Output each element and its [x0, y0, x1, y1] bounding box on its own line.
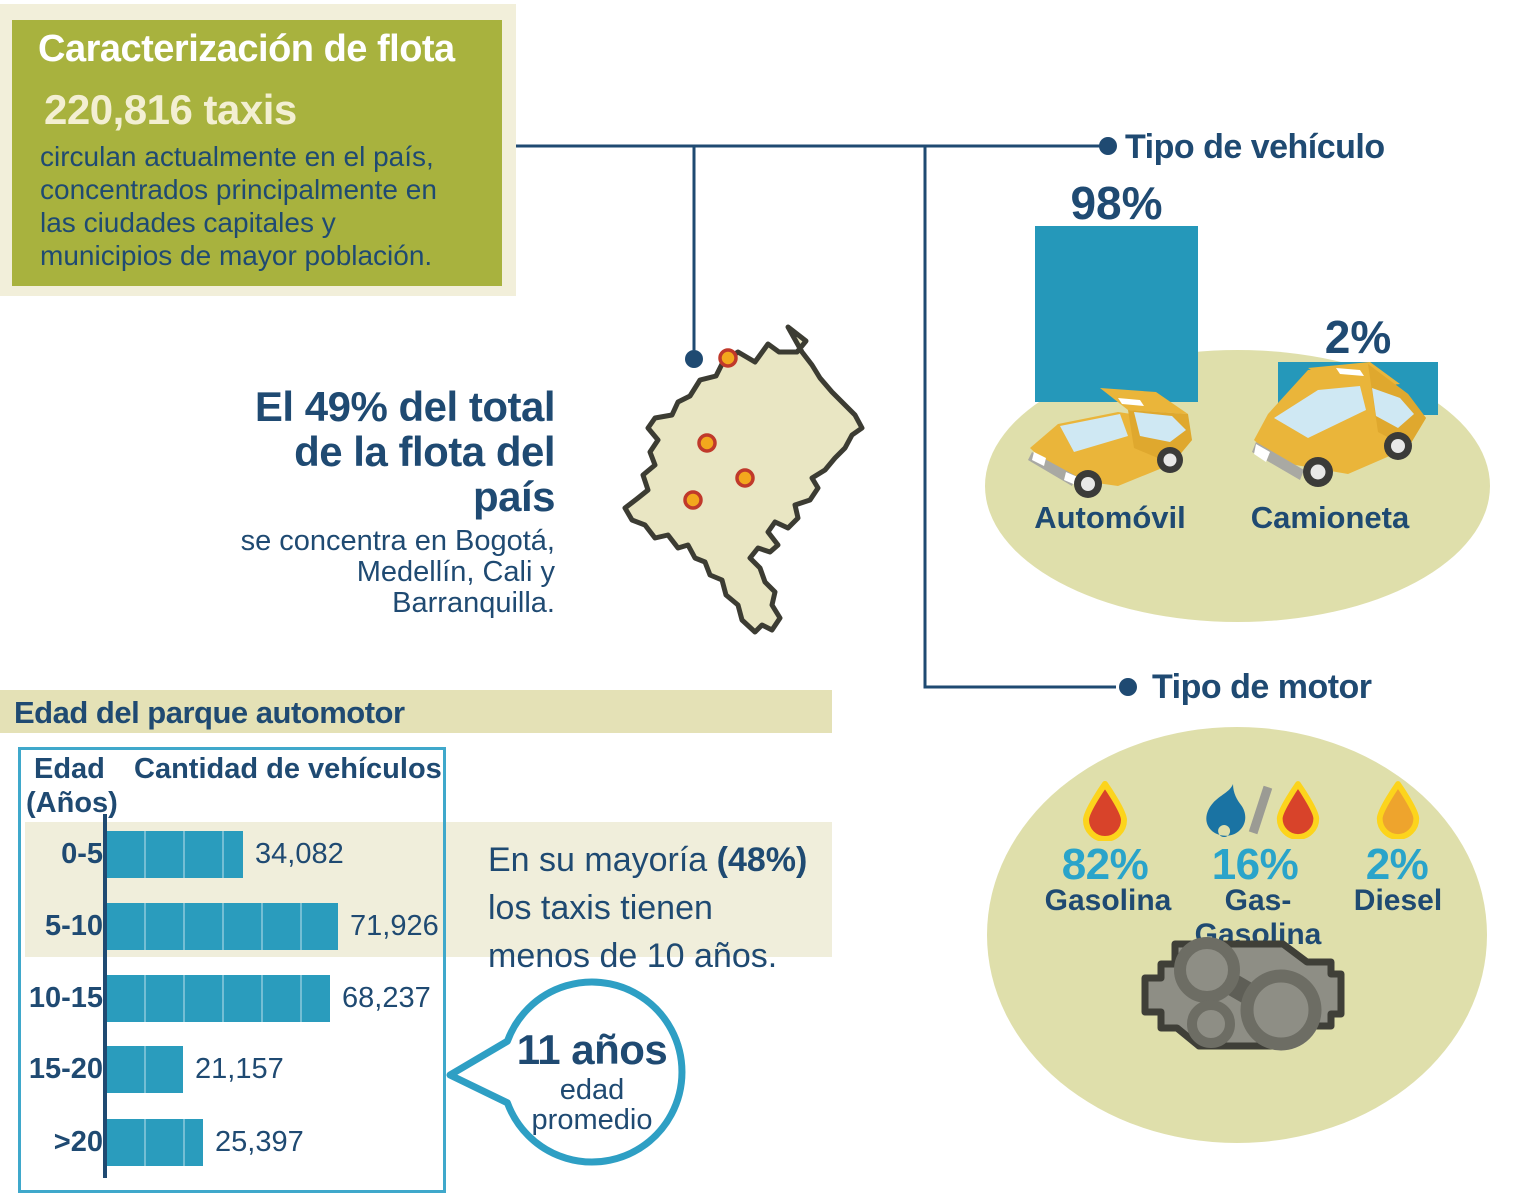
age-section-strip	[0, 690, 832, 733]
fleet-note-line-2: Medellín, Cali y Barranquilla.	[356, 556, 555, 619]
age-bar	[107, 1046, 183, 1093]
age-column-header-age: Edad	[34, 753, 105, 785]
gasolina-percentage: 82%	[1061, 840, 1149, 889]
section-title-vehicle-type: Tipo de vehículo	[1125, 128, 1385, 166]
city-dot-icon	[718, 348, 738, 368]
age-bar	[107, 975, 330, 1022]
age-range-label: 15-20	[28, 1053, 103, 1085]
age-range-label: 10-15	[28, 982, 103, 1014]
average-age-value: 11 años	[516, 1026, 668, 1073]
age-range-label: >20	[53, 1126, 103, 1158]
automovil-percentage: 98%	[1070, 177, 1163, 229]
fleet-note-headline-2: de la flota del país	[294, 428, 555, 520]
age-bar	[107, 831, 243, 878]
section-title-motor-type: Tipo de motor	[1152, 668, 1372, 706]
age-value-label: 68,237	[342, 982, 431, 1014]
age-chart-box	[18, 747, 446, 1193]
fleet-note-line-1: se concentra en Bogotá,	[240, 525, 555, 557]
fuel-drop-red-icon	[1083, 781, 1127, 841]
diesel-label: Diesel	[1353, 884, 1443, 917]
header-description: circulan actualmente en el país, concent…	[40, 141, 437, 271]
age-value-label: 71,926	[350, 910, 439, 942]
age-bar	[107, 1119, 203, 1166]
age-section-title: Edad del parque automotor	[14, 695, 405, 730]
camioneta-label: Camioneta	[1250, 500, 1410, 535]
taxi-suv-icon	[1252, 362, 1426, 487]
taxi-sedan-icon	[1028, 388, 1192, 498]
fuel-drop-red-icon	[1276, 781, 1320, 839]
diesel-percentage: 2%	[1365, 840, 1429, 889]
colombia-map	[622, 324, 865, 635]
vehicle-bar-automovil	[1035, 226, 1198, 402]
taxi-count-stat: 220,816 taxis	[44, 86, 297, 133]
city-dot-icon	[697, 433, 717, 453]
header-box	[12, 20, 502, 286]
page-title: Caracterización de flota	[38, 28, 455, 70]
age-value-label: 34,082	[255, 838, 344, 870]
age-value-label: 21,157	[195, 1053, 284, 1085]
bullet-map-icon	[685, 350, 703, 368]
bullet-vehicle-icon	[1099, 137, 1117, 155]
gas-flame-icon	[1206, 784, 1246, 837]
age-bar	[107, 903, 338, 950]
average-age-bubble	[446, 978, 686, 1166]
automovil-label: Automóvil	[1034, 500, 1186, 535]
average-age-caption-1: edad	[559, 1074, 625, 1106]
age-value-label: 25,397	[215, 1126, 304, 1158]
city-dot-icon	[683, 490, 703, 510]
engine-icon	[1141, 937, 1345, 1051]
age-chart-axis	[103, 814, 107, 1178]
age-range-label: 5-10	[44, 910, 103, 942]
fuel-drop-orange-icon	[1376, 781, 1420, 839]
age-row-over-20: >20 25,397	[18, 1119, 304, 1166]
age-row-5-10: 5-10 71,926	[18, 903, 439, 950]
majority-percentage: (48%)	[716, 841, 808, 879]
gas-gasolina-percentage: 16%	[1211, 840, 1299, 889]
city-dot-icon	[735, 468, 755, 488]
age-row-0-5: 0-5 34,082	[18, 831, 344, 878]
fleet-concentration-note: El 49% del total de la flota del país se…	[230, 383, 556, 619]
age-majority-note: En su mayoría (48%) los taxis tienen men…	[488, 841, 808, 975]
camioneta-percentage: 2%	[1324, 311, 1392, 363]
average-age-caption-2: promedio	[531, 1104, 653, 1136]
gasolina-label: Gasolina	[1044, 884, 1172, 917]
age-column-header-quantity: Cantidad de vehículos	[134, 753, 442, 785]
fleet-note-headline-1: El 49% del total	[254, 383, 556, 430]
age-row-15-20: 15-20 21,157	[18, 1046, 284, 1093]
age-column-header-age-unit: (Años)	[26, 787, 118, 819]
bullet-motor-icon	[1119, 678, 1137, 696]
age-range-label: 0-5	[61, 838, 103, 870]
age-row-10-15: 10-15 68,237	[18, 975, 431, 1022]
